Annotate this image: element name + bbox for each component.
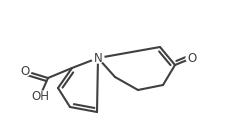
Ellipse shape xyxy=(19,66,31,76)
Text: N: N xyxy=(94,52,102,65)
Ellipse shape xyxy=(92,53,104,63)
Ellipse shape xyxy=(30,91,50,101)
Ellipse shape xyxy=(186,53,198,63)
Text: O: O xyxy=(20,65,30,78)
Text: O: O xyxy=(187,52,197,65)
Text: OH: OH xyxy=(31,89,49,102)
